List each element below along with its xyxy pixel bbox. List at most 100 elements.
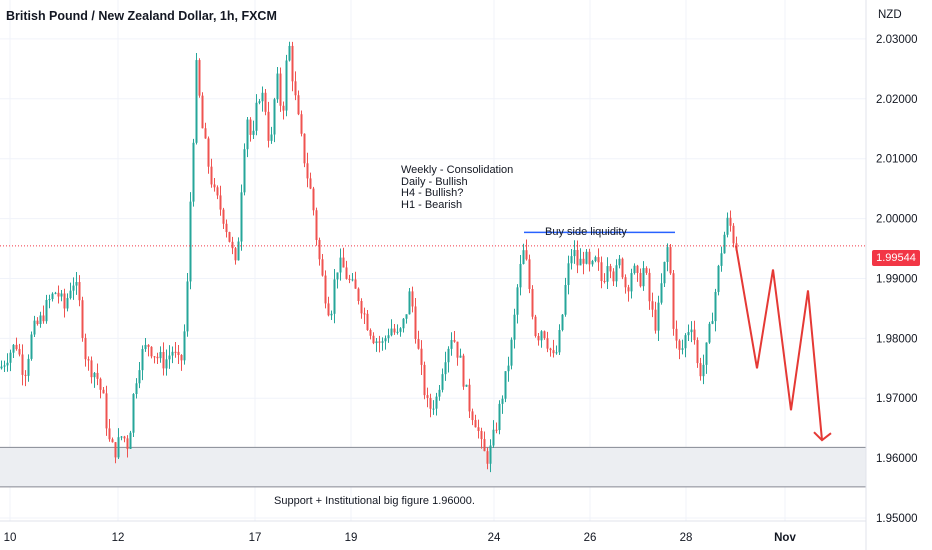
candle — [549, 347, 552, 357]
candle — [336, 272, 339, 289]
candle — [486, 447, 489, 470]
y-tick-label: 2.00000 — [876, 214, 918, 226]
time-axis[interactable]: 10 12 17 19 24 26 28 Nov — [4, 532, 797, 544]
candle — [441, 368, 444, 393]
candle — [6, 353, 9, 372]
candle — [651, 292, 654, 318]
candle — [483, 431, 486, 452]
candle — [243, 143, 246, 196]
candle — [468, 378, 471, 418]
candle — [291, 41, 294, 92]
candle — [174, 341, 177, 358]
candle — [624, 274, 627, 294]
candle — [24, 370, 27, 387]
candle — [210, 158, 213, 188]
candle — [387, 328, 390, 343]
candle — [252, 120, 255, 140]
bias-h1: H1 - Bearish — [401, 198, 463, 211]
candle — [693, 320, 696, 345]
candle — [447, 346, 450, 373]
y-tick-label: 1.99000 — [876, 273, 918, 285]
candle — [684, 333, 687, 358]
candle — [63, 288, 66, 318]
candle — [480, 427, 483, 449]
candle — [300, 110, 303, 137]
candle — [723, 231, 726, 254]
candle — [45, 294, 48, 324]
bias-daily: Daily - Bullish — [401, 175, 468, 188]
candle — [105, 385, 108, 436]
candle — [555, 345, 558, 355]
candle — [690, 321, 693, 343]
candle — [18, 343, 21, 357]
candle — [273, 97, 276, 143]
candle — [399, 327, 402, 337]
candle — [594, 255, 597, 263]
candle — [702, 354, 705, 385]
candle — [705, 342, 708, 374]
candle — [138, 361, 141, 389]
price-axis[interactable]: 2.03000 2.02000 2.01000 2.00000 1.99000 1.980… — [876, 34, 918, 525]
candle — [198, 58, 201, 98]
candle — [264, 88, 267, 116]
last-price-badge: 1.99544 — [872, 250, 920, 266]
candle — [552, 339, 555, 358]
candle — [156, 352, 159, 364]
candle — [612, 268, 615, 286]
y-tick-label: 1.98000 — [876, 333, 918, 345]
candle — [528, 254, 531, 294]
candle — [369, 328, 372, 340]
candle — [288, 41, 291, 62]
candle — [636, 264, 639, 282]
candle — [642, 261, 645, 291]
support-label: Support + Institutional big figure 1.960… — [274, 495, 475, 507]
candle — [84, 333, 87, 367]
candle — [639, 268, 642, 288]
candle — [537, 333, 540, 346]
candle — [309, 172, 312, 190]
candle — [600, 256, 603, 289]
currency-label: NZD — [878, 9, 902, 21]
candle — [363, 307, 366, 324]
candle — [360, 298, 363, 319]
candle — [126, 435, 129, 458]
candle — [123, 435, 126, 443]
candle — [339, 248, 342, 281]
candle — [453, 330, 456, 343]
candle — [717, 264, 720, 296]
candle — [42, 305, 45, 324]
candle — [48, 294, 51, 309]
candle — [345, 260, 348, 280]
candle — [81, 296, 84, 342]
candle — [321, 253, 324, 277]
bias-notes: Weekly - Consolidation Daily - Bullish H… — [401, 164, 513, 211]
y-tick-label: 2.02000 — [876, 94, 918, 106]
x-tick-label: 26 — [584, 532, 597, 544]
candle — [489, 439, 492, 473]
candle — [378, 335, 381, 353]
candle — [390, 319, 393, 337]
candle — [372, 332, 375, 345]
x-tick-label: Nov — [774, 532, 796, 544]
candle — [150, 346, 153, 359]
candle — [729, 210, 732, 232]
y-tick-label: 1.97000 — [876, 393, 918, 405]
candle — [165, 349, 168, 376]
candle — [312, 186, 315, 216]
candle — [60, 289, 63, 302]
candle — [120, 435, 123, 441]
candle — [15, 337, 18, 351]
candle — [33, 315, 36, 338]
x-tick-label: 12 — [112, 532, 125, 544]
candle — [9, 349, 12, 372]
y-tick-label: 1.95000 — [876, 513, 918, 525]
candle — [204, 122, 207, 139]
candle — [216, 185, 219, 200]
candle — [516, 284, 519, 324]
candle — [450, 332, 453, 356]
candle — [381, 337, 384, 351]
candle — [525, 239, 528, 261]
candle — [429, 393, 432, 418]
candle — [498, 400, 501, 435]
